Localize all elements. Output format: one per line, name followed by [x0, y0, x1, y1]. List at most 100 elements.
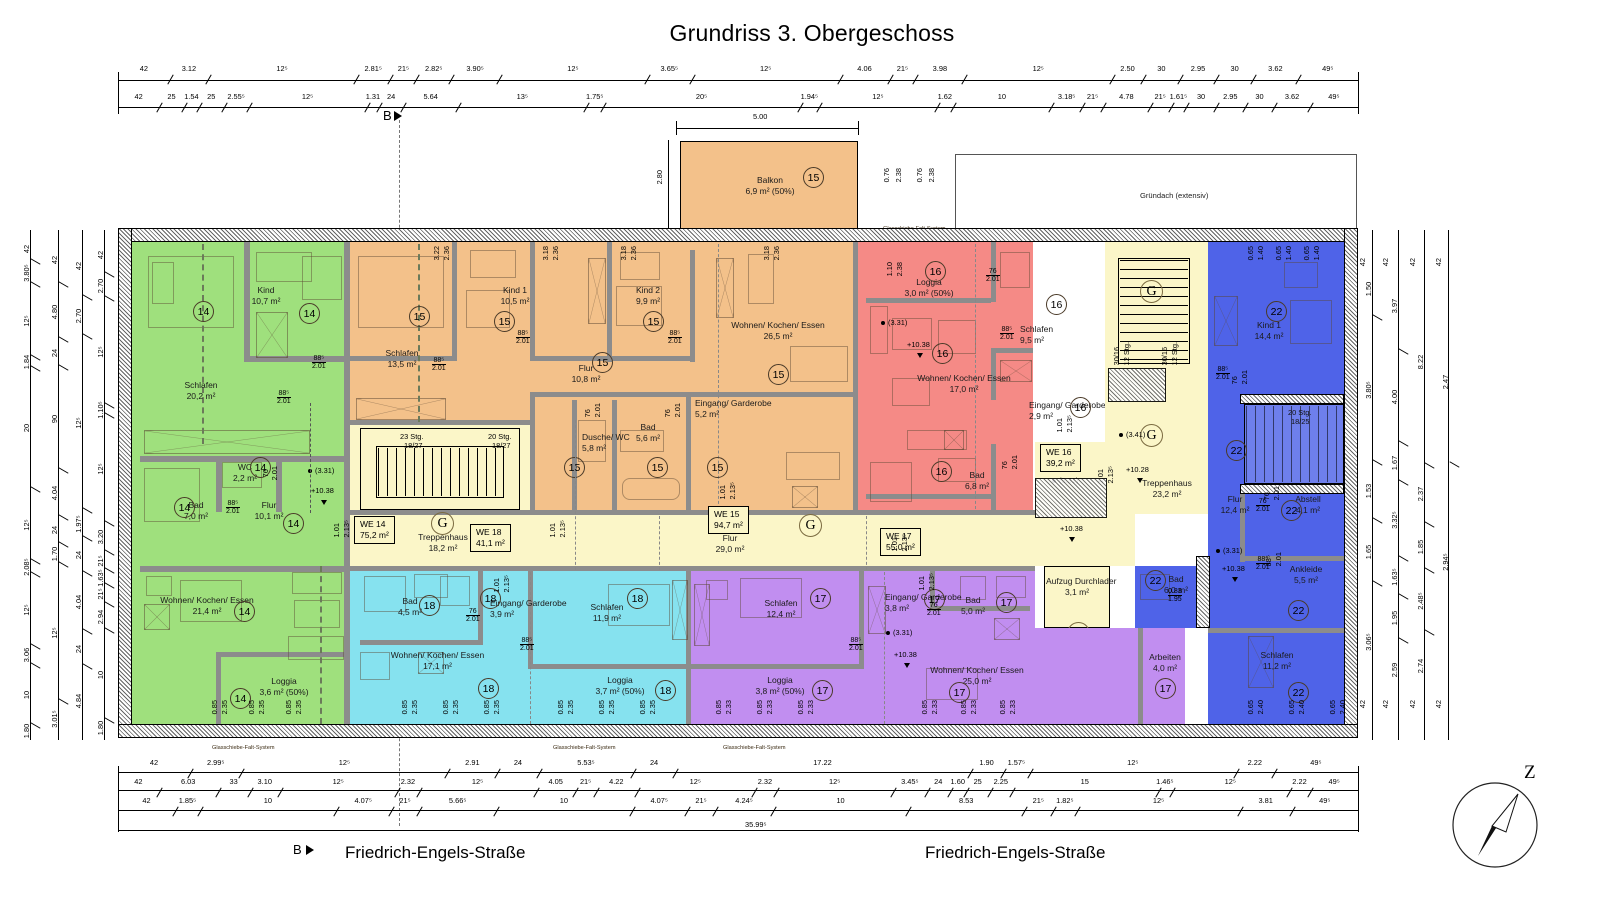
- axis-dashed: [530, 572, 531, 724]
- furniture-wardrobe: [356, 398, 446, 420]
- room-label-flur-15: Flur 10,8 m²: [571, 363, 601, 384]
- unit-box-we14: WE 14 75,2 m²: [354, 516, 395, 545]
- dim-bottom-2-value: 12⁵: [332, 777, 344, 786]
- unit-marker-15: 15: [409, 306, 430, 327]
- dim-left-3-value: 4.84: [74, 693, 83, 709]
- dim-tick: [30, 281, 41, 288]
- dim-left-1-value: 12⁵: [22, 519, 31, 531]
- dim-right-4-value: 2.94⁵: [1441, 553, 1450, 571]
- dim-line-left-4: [104, 230, 105, 740]
- level-mark-14: +10.38: [311, 486, 334, 495]
- wall: [991, 348, 996, 400]
- wall: [140, 456, 350, 462]
- section-mark-b-top: B: [383, 108, 402, 123]
- dim-top-inner-value: 3.18⁵: [1057, 92, 1076, 101]
- dim-top-inner-value: 1.54: [184, 92, 199, 101]
- dim-right-42-b: 42: [1381, 258, 1390, 267]
- axis-dashed: [320, 566, 322, 724]
- dim-top-inner-value: 21⁵: [1154, 92, 1166, 101]
- dim-top-inner-value: 1.75⁵: [585, 92, 604, 101]
- dim-tick: [1286, 787, 1293, 798]
- dim-top-outer-value: 30: [1230, 64, 1239, 73]
- dim-top-outer-value: 12⁵: [759, 64, 772, 73]
- dim-right-1-value: 1.65: [1364, 544, 1373, 560]
- door-mark: 1.01 2.13⁵: [1055, 415, 1074, 433]
- dim-top-outer-value: 2.81⁵: [364, 64, 382, 73]
- dim-tick: [1074, 806, 1081, 817]
- dim-tick: [1449, 461, 1460, 469]
- unit-area-we17-right: [1035, 628, 1185, 724]
- furniture-stove: [418, 652, 444, 674]
- dim-right-2-value: 3.32⁵: [1390, 511, 1399, 529]
- unit-marker-17: 17: [949, 682, 970, 703]
- unit-marker-18: 18: [478, 678, 499, 699]
- furniture: [256, 312, 288, 358]
- dim-tick: [533, 787, 540, 798]
- loggia-glass-dims-18b: 0.85 2.35 0.85 2.35 0.85 2.35: [556, 700, 657, 715]
- room-label-kind1-15: Kind 1 10,5 m²: [500, 285, 530, 306]
- furniture: [620, 252, 660, 280]
- unit-box-we15: WE 15 94,7 m²: [708, 506, 749, 535]
- dim-tick: [1288, 806, 1296, 817]
- stair-steps: [378, 448, 502, 496]
- dim-bottom-3-value: 8.53: [959, 796, 974, 805]
- furniture: [294, 600, 340, 628]
- height-dot-icon: [886, 630, 890, 635]
- door-mark: 1.01 2.13⁵: [890, 534, 909, 552]
- dim-balkon-depth: 2.80: [655, 170, 664, 185]
- dim-bottom-3-value: 12⁵: [1152, 796, 1165, 805]
- dim-right-4-value: 2.47: [1441, 374, 1450, 390]
- dim-tick: [1398, 637, 1409, 645]
- dim-right-1-value: 1.53: [1364, 484, 1373, 499]
- window-dim: 3.18 2.36: [619, 246, 638, 261]
- dim-top-inner-value: 13⁵: [516, 92, 528, 101]
- wall: [350, 356, 457, 361]
- dim-line-right-1: [1372, 230, 1373, 740]
- furniture: [1248, 636, 1274, 688]
- dim-top-inner-value: 1.31: [365, 92, 381, 101]
- dim-top-inner-value: 1.62: [937, 92, 952, 101]
- unit-marker-14: 14: [193, 301, 214, 322]
- dim-tick: [712, 806, 719, 817]
- dim-top-outer-value: 12⁵: [567, 64, 579, 73]
- exterior-wall-bottom: [118, 724, 1358, 738]
- dim-bottom-3-value: 21⁵: [1032, 796, 1044, 805]
- dim-tick: [156, 787, 163, 798]
- level-mark-17: +10.38: [894, 650, 917, 659]
- level-mark-16: +10.38: [907, 340, 930, 349]
- dim-bottom-2-value: 3.10: [257, 777, 272, 786]
- wall: [360, 640, 480, 645]
- furniture: [588, 258, 606, 324]
- door-mark: 1.01 2.13⁵: [548, 520, 567, 538]
- dim-left-4-value: 10: [96, 670, 105, 680]
- dim-tick: [1021, 806, 1028, 817]
- dim-line-right-4: [1448, 230, 1449, 740]
- dim-top-inner-value: 4.78: [1119, 92, 1134, 101]
- dim-bottom-2-value: 1.46⁵: [1156, 777, 1174, 786]
- furniture-kitchen: [360, 652, 390, 680]
- unit-marker-15: 15: [494, 311, 515, 332]
- wall: [859, 571, 864, 669]
- door-mark: 76 2.01: [466, 608, 480, 624]
- furniture: [470, 250, 516, 278]
- furniture: [302, 256, 342, 300]
- common-marker-g: G: [1140, 280, 1163, 303]
- wall-between-we15-we16: [853, 242, 858, 514]
- wall: [612, 400, 617, 512]
- dim-top-outer-value: 12⁵: [276, 64, 288, 73]
- furniture-stove: [792, 486, 818, 508]
- dim-tick: [773, 787, 780, 798]
- dim-bottom-2-value: 1.60: [950, 777, 965, 786]
- dim-bottom-2-value: 4.05: [548, 777, 563, 786]
- room-label-arbeiten-17: Arbeiten 4,0 m²: [1149, 652, 1181, 673]
- dim-tick: [104, 582, 115, 589]
- wall: [991, 444, 996, 514]
- wall: [1244, 556, 1344, 561]
- furniture: [620, 430, 664, 452]
- axis-dashed: [866, 516, 867, 570]
- furniture: [1290, 300, 1332, 344]
- dim-tick: [104, 601, 115, 608]
- dim-tick: [58, 541, 69, 548]
- unit-marker-15: 15: [564, 457, 585, 478]
- dim-right-2-value: 1.67: [1390, 455, 1399, 470]
